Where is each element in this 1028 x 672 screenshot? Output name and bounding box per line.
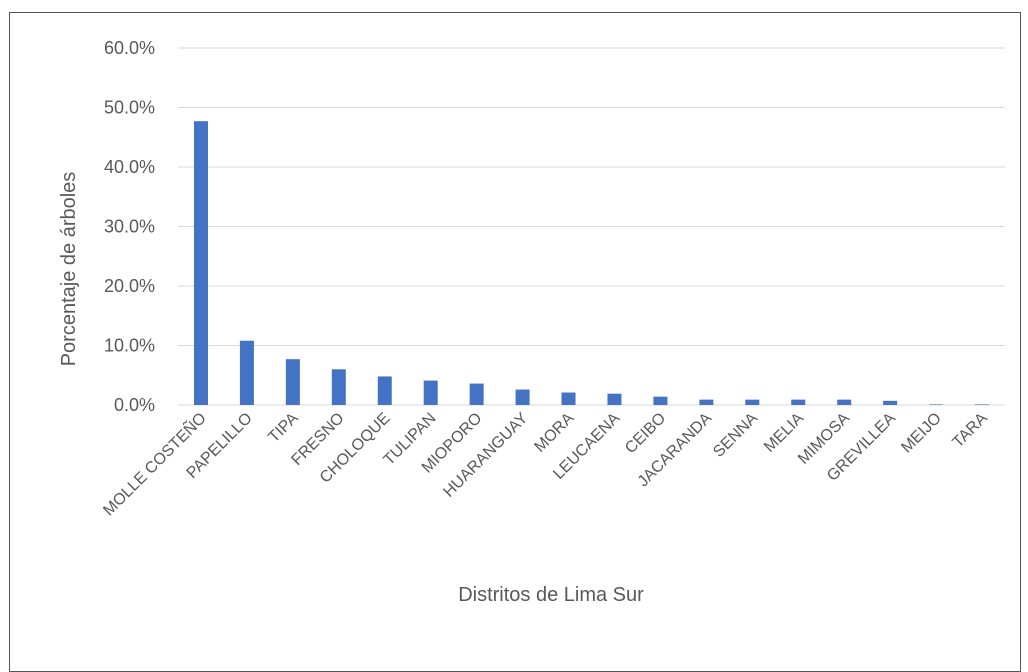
bars (193, 121, 990, 405)
bar (883, 400, 898, 405)
bar (607, 393, 622, 405)
y-tick-label: 60.0% (104, 38, 155, 58)
bar (561, 392, 576, 405)
bar (239, 340, 254, 405)
x-tick-label: HUARANGUAY (440, 410, 531, 501)
bar (745, 399, 760, 405)
bar (515, 389, 530, 405)
bar-chart: 0.0% 10.0% 20.0% 30.0% 40.0% 50.0% 60.0% MOLLE… (58, 38, 1005, 606)
x-tick-label: TIPA (265, 410, 302, 447)
x-tick-label: MELIA (761, 410, 807, 456)
bar (423, 380, 438, 405)
y-axis-title: Porcentaje de árboles (58, 172, 80, 367)
chart-frame: 0.0% 10.0% 20.0% 30.0% 40.0% 50.0% 60.0% MOLLE… (9, 12, 1021, 672)
bar (193, 121, 208, 405)
bar (331, 369, 346, 405)
x-axis-title: Distritos de Lima Sur (458, 584, 644, 606)
bar (975, 404, 990, 405)
bar (929, 404, 944, 405)
bar (653, 396, 668, 405)
bar (699, 399, 714, 405)
y-tick-label: 20.0% (104, 276, 155, 296)
y-tick-label: 10.0% (104, 336, 155, 356)
y-tick-label: 50.0% (104, 98, 155, 118)
y-tick-label: 40.0% (104, 157, 155, 177)
gridlines (178, 47, 1005, 406)
y-tick-labels: 0.0% 10.0% 20.0% 30.0% 40.0% 50.0% 60.0% (104, 38, 155, 415)
x-tick-label: TARA (950, 410, 992, 452)
x-tick-label: MORA (531, 410, 577, 456)
x-tick-label: MEIJO (898, 410, 945, 457)
bar (285, 359, 300, 405)
bar (377, 376, 392, 405)
bar (791, 399, 806, 405)
y-tick-label: 30.0% (104, 217, 155, 237)
x-tick-label: SENNA (710, 410, 761, 461)
y-tick-label: 0.0% (114, 395, 155, 415)
bar (469, 383, 484, 405)
bar (837, 399, 852, 405)
